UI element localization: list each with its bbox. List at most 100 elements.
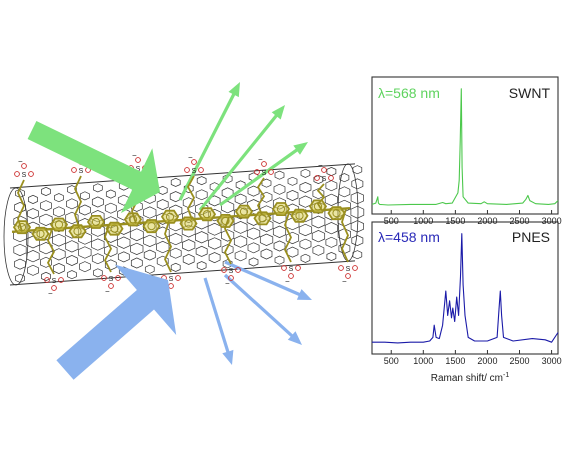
oxygen-atom: [71, 167, 77, 173]
alkyl-chain: [46, 229, 56, 275]
lattice-hexagon: [338, 186, 351, 198]
lattice-hexagon: [312, 244, 325, 256]
lattice-hexagon: [299, 182, 312, 193]
polymer-ring: [123, 212, 143, 227]
lattice-hexagon: [105, 189, 116, 199]
lattice-hexagon: [352, 250, 363, 260]
alkyl-chain: [256, 177, 266, 216]
lattice-hexagon: [350, 191, 364, 205]
oxygen-atom: [345, 273, 351, 279]
lattice-hexagon: [170, 177, 181, 187]
green-laser-arrow-icon: [27, 121, 160, 214]
oxygen-atom: [184, 167, 190, 173]
lattice-hexagon: [352, 165, 363, 175]
lattice-hexagon: [27, 208, 39, 220]
lattice-hexagon: [312, 188, 325, 200]
polymer-ring: [31, 226, 50, 241]
lattice-hexagon: [79, 204, 91, 216]
pnes-lambda-label: λ=458 nm: [378, 229, 440, 245]
lattice-hexagon: [313, 175, 324, 184]
oxygen-atom: [115, 275, 121, 281]
lattice-hexagon: [117, 236, 131, 249]
swnt-tick-label: 1000: [413, 216, 433, 226]
lattice-hexagon: [339, 173, 350, 183]
polymer-ring-inner: [258, 214, 267, 223]
pnes-lambda-value: =458 nm: [385, 229, 440, 245]
alkyl-chain: [223, 216, 233, 265]
sulfur-atom: S: [22, 172, 27, 179]
lattice-hexagon: [300, 253, 311, 263]
lattice-hexagon: [53, 263, 65, 274]
oxygen-atom: [288, 273, 294, 279]
alkyl-chain: [283, 212, 293, 263]
polymer-ring: [142, 219, 161, 234]
polymer-ring-inner: [332, 209, 341, 218]
negative-charge: −: [48, 289, 53, 298]
swnt-spectrum-line: [371, 88, 559, 206]
scattered-light-arrow-icon: [224, 260, 312, 300]
pnes-spectrum-panel: λ=458 nm PNES: [371, 221, 559, 355]
sulfur-atom: S: [262, 170, 267, 177]
swnt-lambda-label: λ=568 nm: [378, 85, 440, 101]
polymer-ring: [160, 209, 180, 224]
lattice-hexagon: [208, 237, 222, 250]
lattice-hexagon: [156, 255, 169, 267]
negative-charge: −: [188, 153, 193, 162]
lattice-hexagon: [246, 227, 261, 240]
polymer-ring-inner: [295, 211, 304, 220]
negative-charge: −: [132, 151, 137, 160]
lattice-hexagon: [65, 240, 79, 253]
sulfonate-group-icon: S−: [44, 229, 64, 298]
lattice-hexagon: [93, 268, 103, 278]
negative-charge: −: [342, 277, 347, 286]
lattice-hexagon: [195, 231, 209, 244]
polymer-ring: [253, 211, 272, 226]
sulfur-atom: S: [192, 168, 197, 175]
sulfonate-group-icon: S−: [314, 161, 334, 211]
oxygen-atom: [58, 277, 64, 283]
lattice-hexagon: [287, 176, 298, 186]
lattice-hexagon: [117, 251, 130, 263]
lattice-hexagon: [93, 183, 103, 193]
swnt-lambda-symbol: λ: [378, 85, 385, 101]
scattered-light-arrow-icon: [219, 142, 308, 207]
oxygen-atom: [235, 267, 241, 273]
swnt-tick-label: 2500: [510, 216, 530, 226]
lattice-hexagon: [260, 191, 273, 203]
lattice-hexagon: [298, 195, 313, 208]
polymer-ring: [105, 221, 124, 236]
sulfonate-group-icon: S−: [221, 216, 241, 288]
polymer-ring-inner: [36, 229, 45, 238]
scattered-light-arrow-icon: [178, 82, 240, 201]
pnes-tick-label: 1000: [413, 356, 433, 366]
sulfonate-group-icon: S−: [101, 225, 121, 296]
lattice-hexagon: [41, 271, 51, 281]
polymer-ring: [49, 217, 69, 232]
pnes-plot-line-group: [372, 233, 559, 344]
lattice-hexagon: [91, 253, 104, 265]
lattice-hexagon: [274, 255, 285, 265]
lattice-hexagon: [39, 213, 53, 226]
polymer-ring: [179, 216, 198, 231]
polymer-ring-inner: [239, 207, 249, 216]
lattice-hexagon: [66, 198, 78, 210]
oxygen-atom: [254, 169, 260, 175]
sulfur-atom: S: [229, 268, 234, 275]
polymer-ring-inner: [73, 227, 82, 236]
alkyl-chain: [186, 175, 196, 220]
lattice-hexagon: [67, 270, 77, 280]
lattice-hexagon: [181, 224, 196, 238]
oxygen-atom: [221, 267, 227, 273]
lattice-hexagon: [91, 238, 105, 251]
lattice-hexagon: [196, 261, 207, 271]
lattice-hexagon: [222, 259, 233, 269]
oxygen-atom: [314, 175, 320, 181]
pnes-tick-label: 500: [384, 356, 399, 366]
lattice-hexagon: [351, 178, 364, 190]
polymer-ring: [234, 204, 254, 219]
lattice-hexagon: [196, 176, 207, 186]
polymer-ring: [86, 214, 106, 229]
x-axis-label-exponent: -1: [503, 372, 509, 379]
lattice-hexagon: [52, 248, 66, 261]
sulfonate-group-icon: S−: [338, 208, 358, 286]
